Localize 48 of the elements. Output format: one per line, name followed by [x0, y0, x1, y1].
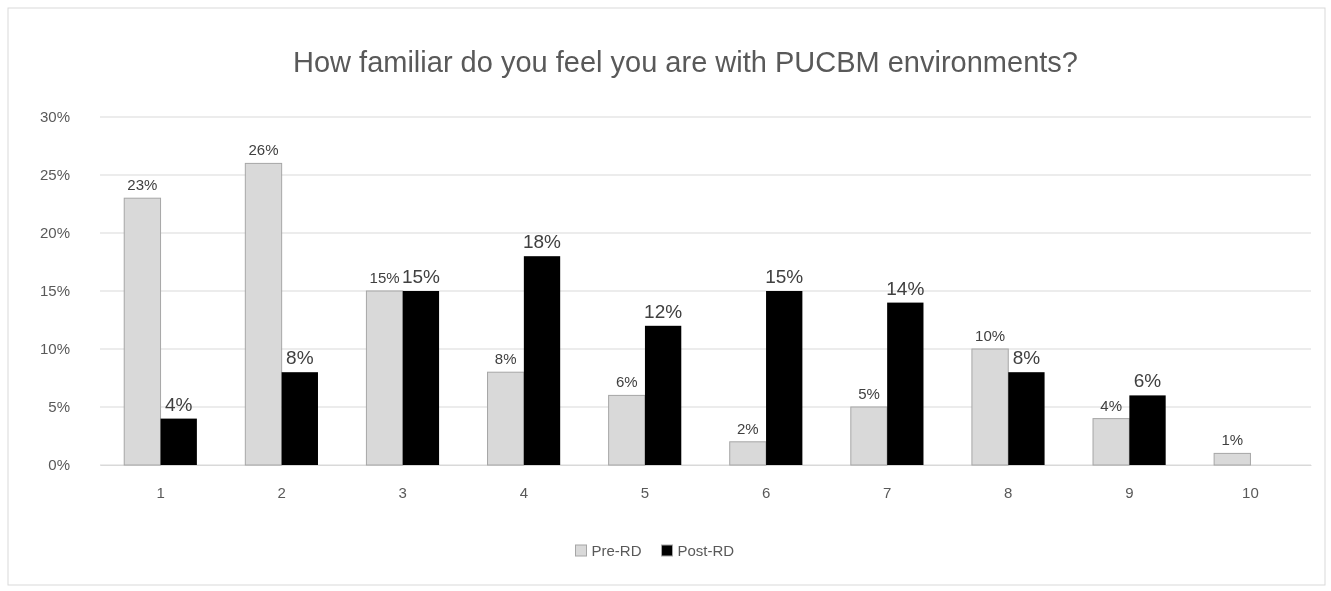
- bar: [160, 418, 197, 465]
- y-tick-label: 15%: [39, 282, 70, 300]
- bar: [644, 325, 682, 465]
- x-tick-label: 1: [156, 483, 165, 501]
- bar: [523, 256, 561, 465]
- data-label: 10%: [975, 327, 1006, 344]
- x-tick-label: 5: [640, 483, 650, 501]
- x-tick-label: 8: [1004, 483, 1013, 501]
- x-tick-label: 9: [1125, 483, 1134, 501]
- data-label: 15%: [765, 266, 804, 287]
- data-label: 8%: [286, 347, 314, 369]
- x-tick-label: 2: [277, 483, 286, 501]
- y-tick-label: 0%: [48, 456, 70, 474]
- data-label: 26%: [248, 141, 279, 159]
- data-label: 23%: [127, 176, 158, 194]
- data-label: 6%: [615, 373, 638, 391]
- data-label: 1%: [1221, 431, 1244, 449]
- bar: [1008, 372, 1045, 465]
- x-tick-label: 3: [398, 483, 407, 501]
- bar: [281, 372, 318, 465]
- y-tick-label: 30%: [39, 108, 70, 126]
- x-tick-label: 10: [1242, 483, 1259, 501]
- data-label: 18%: [523, 231, 562, 253]
- bar: [887, 302, 924, 465]
- x-tick-label: 7: [882, 483, 892, 501]
- data-label: 5%: [858, 385, 880, 402]
- data-label: 15%: [401, 266, 441, 287]
- data-label: 6%: [1133, 370, 1162, 392]
- bar: [1129, 395, 1166, 465]
- data-label: 2%: [737, 419, 759, 437]
- bar: [402, 291, 440, 465]
- y-tick-label: 20%: [39, 224, 70, 242]
- x-tick-label: 6: [761, 483, 771, 501]
- legend-label: Pre-RD: [591, 542, 642, 559]
- data-label: 15%: [369, 269, 400, 286]
- data-label: 4%: [164, 393, 193, 415]
- y-tick-label: 5%: [48, 398, 70, 416]
- data-label: 4%: [1100, 396, 1123, 414]
- y-tick-label: 10%: [39, 340, 70, 358]
- y-tick-label: 25%: [39, 166, 70, 184]
- chart-title: How familiar do you feel you are with PUCBM environments?: [293, 46, 1078, 78]
- legend-label: Post-RD: [677, 542, 735, 559]
- data-label: 14%: [886, 277, 925, 299]
- x-tick-label: 4: [519, 483, 529, 501]
- bar: [766, 291, 803, 465]
- data-label: 8%: [494, 350, 517, 368]
- data-label: 8%: [1012, 347, 1041, 369]
- data-label: 12%: [644, 300, 683, 322]
